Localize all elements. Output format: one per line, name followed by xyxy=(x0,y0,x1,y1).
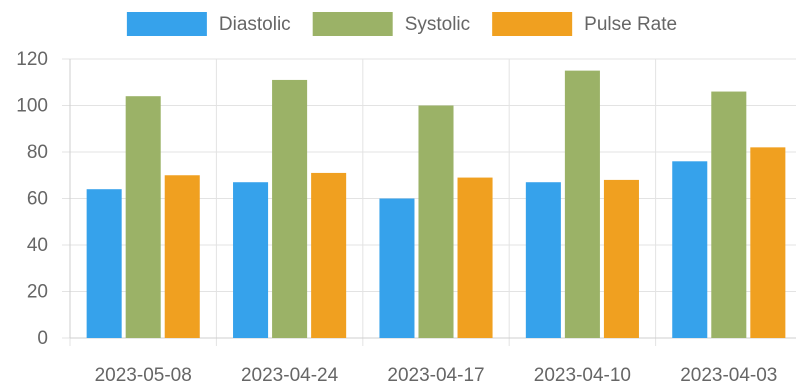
y-tick-label: 40 xyxy=(27,235,48,256)
y-tick-label: 100 xyxy=(16,96,48,117)
legend: Diastolic Systolic Pulse Rate xyxy=(126,12,677,36)
x-tick-label: 2023-04-24 xyxy=(241,365,339,386)
legend-swatch-pulse-rate[interactable] xyxy=(492,12,573,36)
bar-diastolic[interactable] xyxy=(672,161,708,338)
legend-label-systolic[interactable]: Systolic xyxy=(405,14,470,35)
legend-swatch-diastolic[interactable] xyxy=(126,12,207,36)
bar-pulse-rate[interactable] xyxy=(457,177,493,338)
bar-diastolic[interactable] xyxy=(379,198,415,339)
y-tick-label: 20 xyxy=(27,282,48,303)
bar-systolic[interactable] xyxy=(418,105,454,339)
y-tick-label: 120 xyxy=(16,49,48,70)
legend-swatch-systolic[interactable] xyxy=(312,12,393,36)
bar-pulse-rate[interactable] xyxy=(311,172,347,338)
bar-systolic[interactable] xyxy=(272,79,308,339)
bar-systolic[interactable] xyxy=(564,70,600,338)
legend-label-pulse-rate[interactable]: Pulse Rate xyxy=(584,14,677,35)
bar-systolic[interactable] xyxy=(125,96,161,338)
bar-diastolic[interactable] xyxy=(525,182,561,338)
bar-pulse-rate[interactable] xyxy=(603,179,639,338)
x-axis-ticks: 2023-05-08 2023-04-24 2023-04-17 2023-04-10… xyxy=(95,365,778,386)
y-tick-label: 60 xyxy=(27,189,48,210)
y-tick-label: 0 xyxy=(37,328,48,349)
bar-pulse-rate[interactable] xyxy=(164,175,200,338)
x-tick-label: 2023-04-10 xyxy=(534,365,631,386)
x-tick-label: 2023-04-03 xyxy=(680,365,777,386)
bar-systolic[interactable] xyxy=(711,91,747,338)
x-tick-label: 2023-05-08 xyxy=(95,365,192,386)
bar-pulse-rate[interactable] xyxy=(750,147,786,338)
y-tick-label: 80 xyxy=(27,142,48,163)
bar-diastolic[interactable] xyxy=(86,189,122,338)
y-axis-ticks: 0 20 40 60 80 100 120 xyxy=(16,49,48,349)
bar-diastolic[interactable] xyxy=(233,182,269,338)
bars xyxy=(86,70,786,339)
x-tick-label: 2023-04-17 xyxy=(387,365,484,386)
legend-label-diastolic[interactable]: Diastolic xyxy=(219,14,291,35)
